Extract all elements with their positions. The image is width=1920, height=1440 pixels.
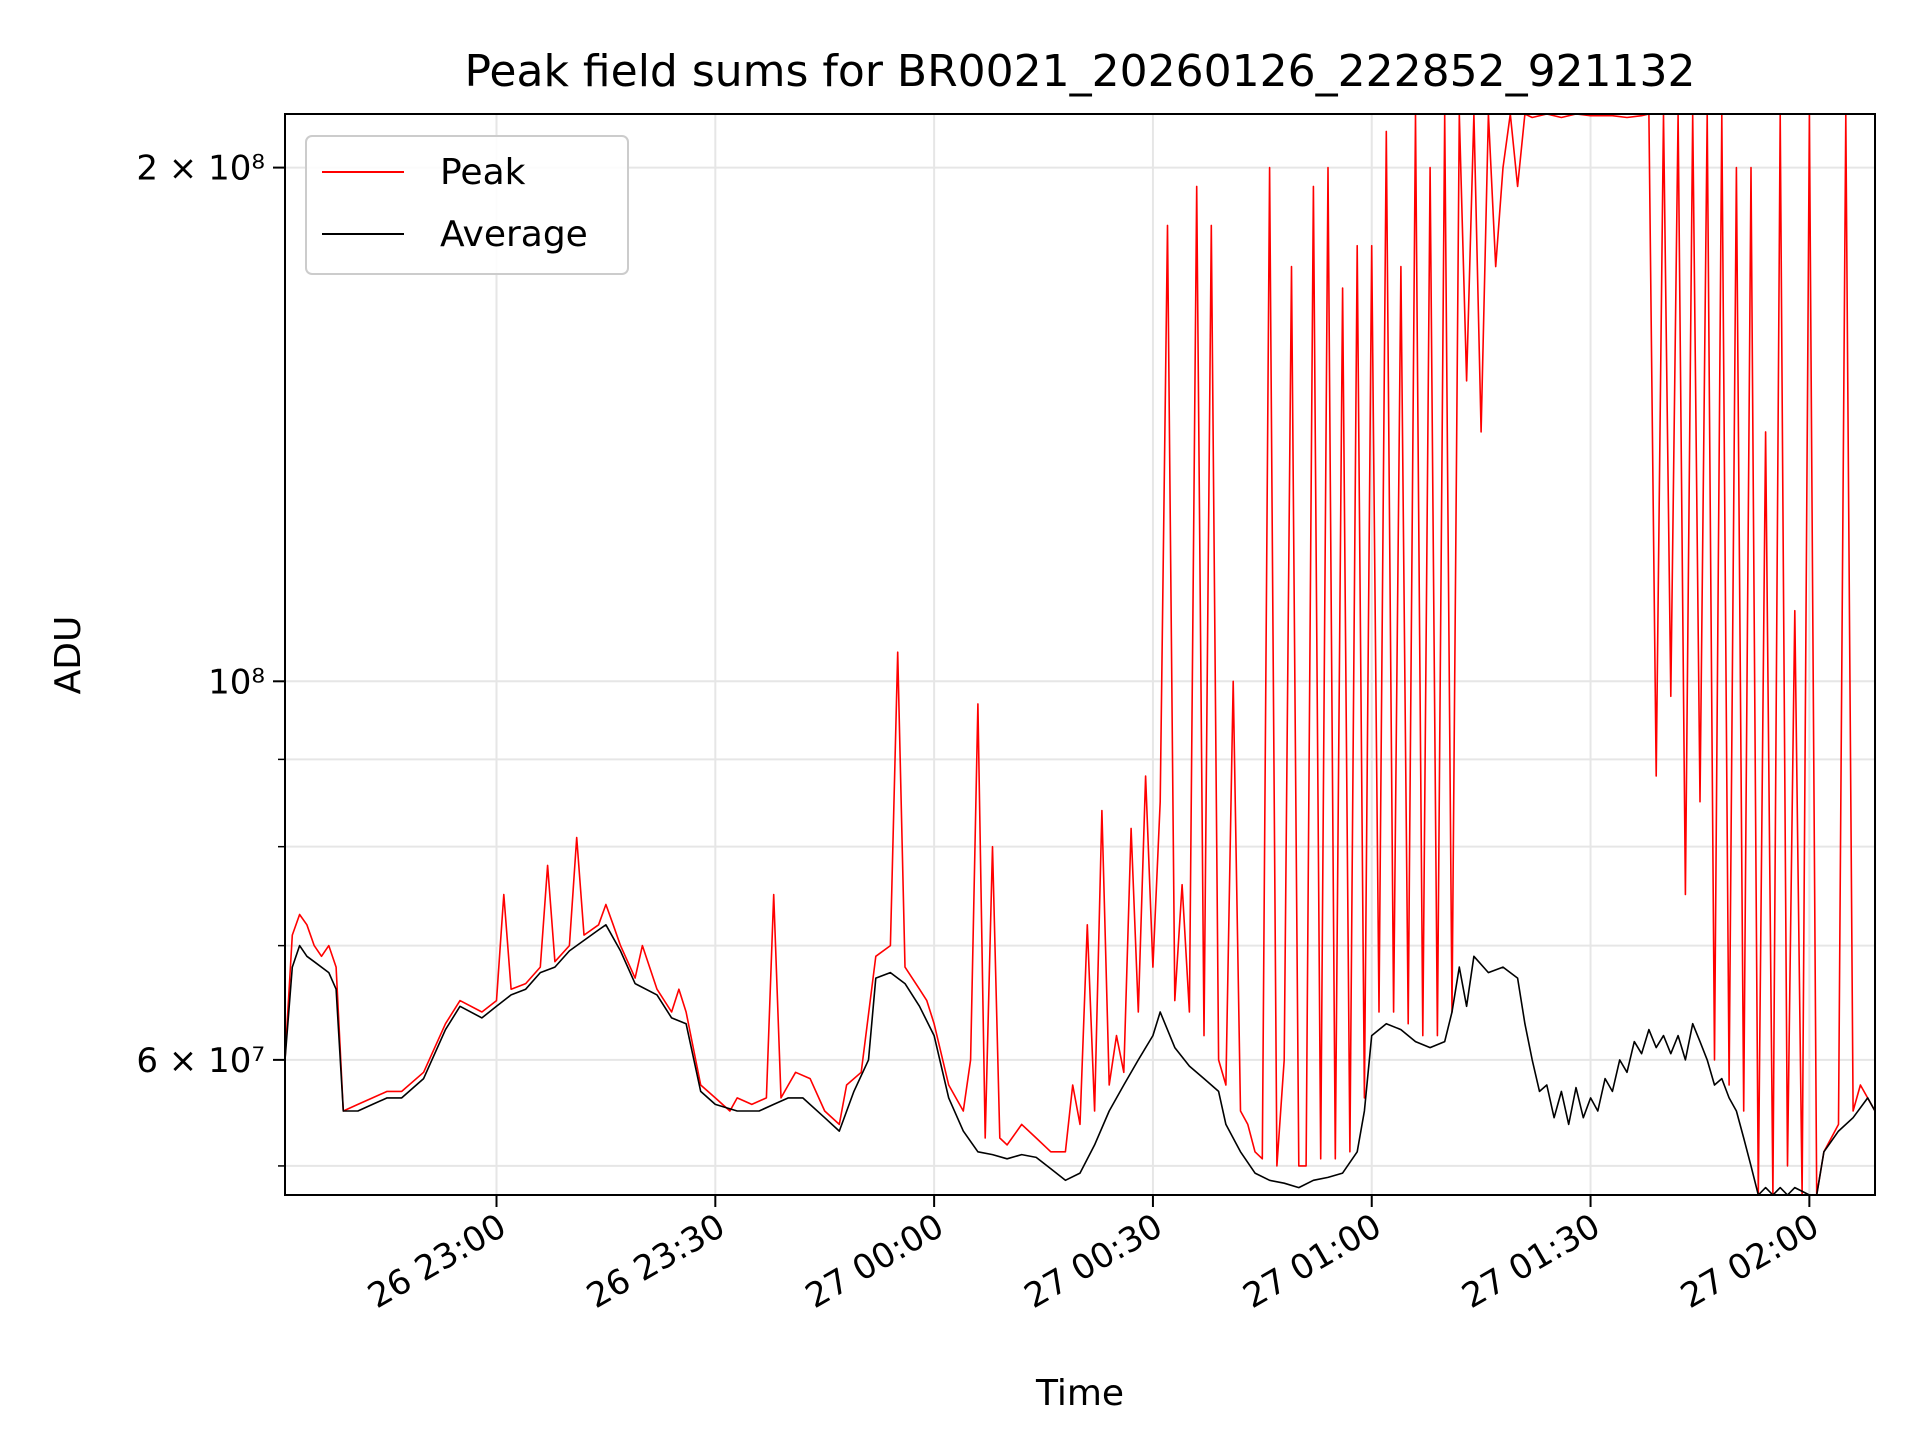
y-axis: 2 × 10⁸ 10⁸ 6 × 10⁷ <box>136 149 285 1167</box>
series-line-average <box>285 924 1875 1195</box>
legend-label-peak: Peak <box>440 152 526 193</box>
series-layer <box>285 114 1875 1195</box>
x-axis-label: Time <box>1035 1373 1124 1414</box>
series-line-peak <box>285 114 1875 1195</box>
chart-title: Peak field sums for BR0021_20260126_2228… <box>464 46 1695 97</box>
y-tick-label: 6 × 10⁷ <box>136 1041 265 1081</box>
legend: Peak Average <box>305 135 629 275</box>
plot-frame <box>284 113 1876 1196</box>
legend-label-average: Average <box>440 214 588 255</box>
legend-box <box>305 135 629 275</box>
y-axis-label: ADU <box>48 616 89 695</box>
y-tick-label: 10⁸ <box>208 662 265 702</box>
y-tick-label: 2 × 10⁸ <box>136 149 265 189</box>
